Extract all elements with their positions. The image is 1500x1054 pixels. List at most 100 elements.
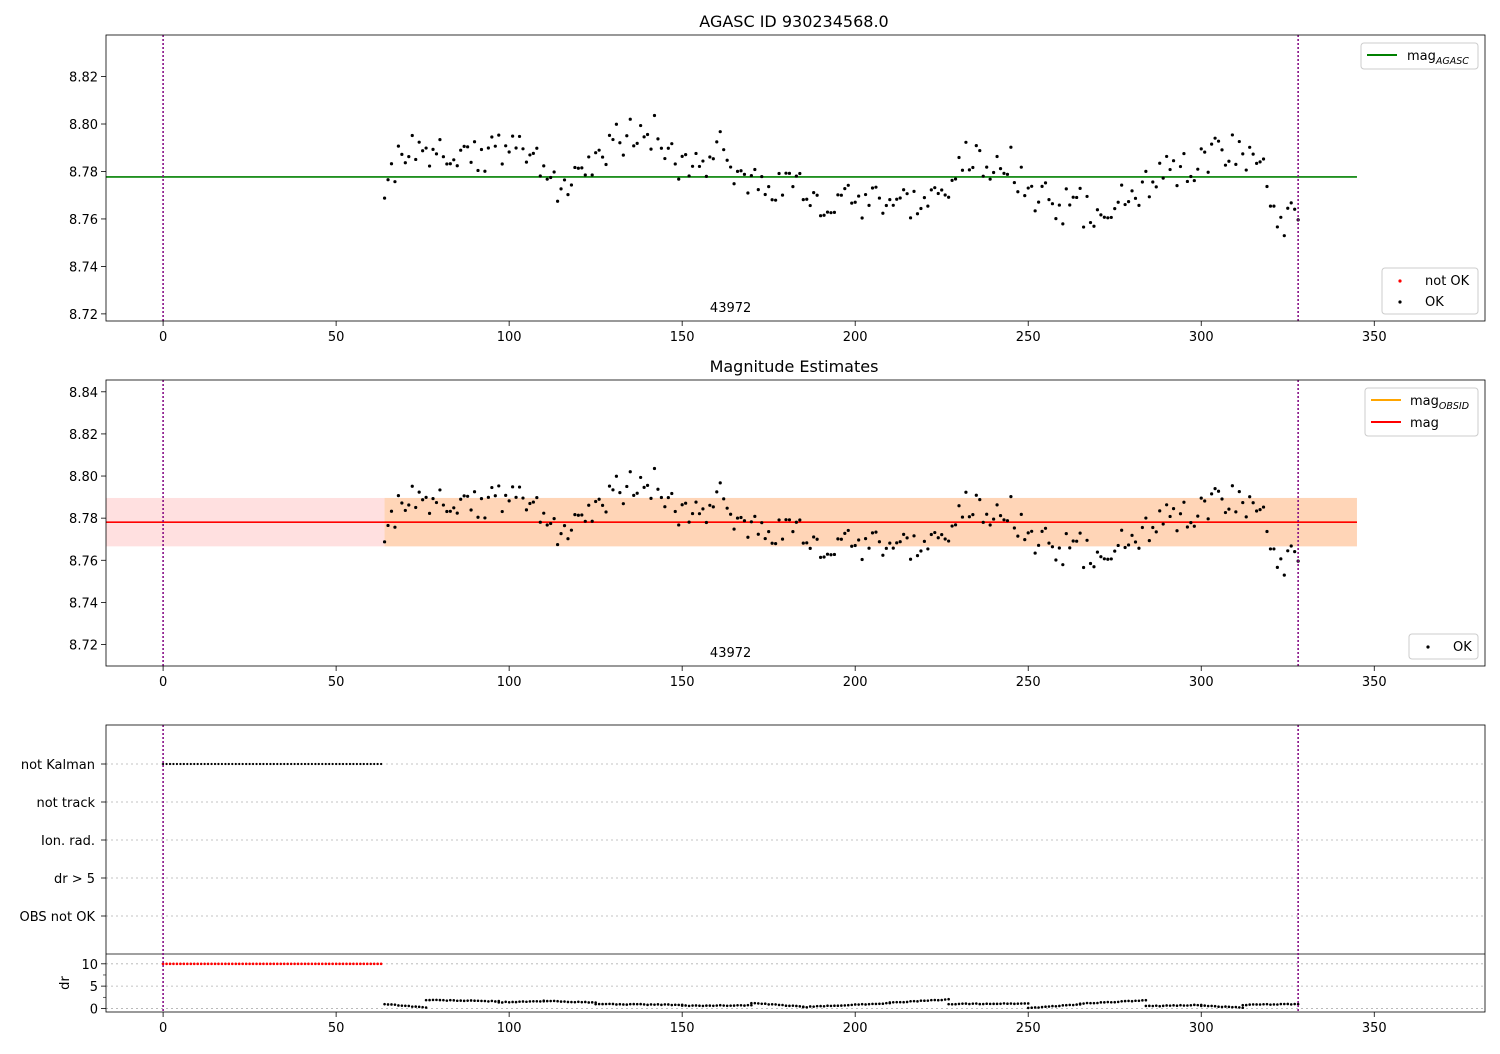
magnitude-point [998, 514, 1003, 518]
magnitude-point [452, 158, 456, 162]
magnitude-point [784, 171, 788, 175]
dr-y-tick-label: 0 [90, 1002, 98, 1017]
magnitude-point [497, 484, 501, 488]
dr-point-ok [885, 1001, 888, 1005]
magnitude-point [403, 161, 407, 165]
dr-point-ok [985, 1002, 988, 1005]
magnitude-point [974, 493, 978, 497]
magnitude-point [867, 203, 871, 207]
magnitude-point [576, 513, 580, 517]
dr-point-ok [590, 1001, 594, 1004]
magnitude-point [466, 494, 470, 498]
y-tick-label: 8.76 [69, 213, 98, 228]
dr-point-ok [601, 1002, 604, 1006]
dr-point-not-ok [352, 962, 355, 966]
dr-point-ok [1071, 1003, 1075, 1007]
x-tick-label: 300 [1189, 330, 1214, 345]
dr-point-ok [1144, 1004, 1148, 1008]
magnitude-point [1081, 565, 1086, 570]
dr-point-ok [1165, 1004, 1168, 1007]
panel-magnitude-legend-upper: magOBSID mag [1364, 387, 1479, 437]
dr-point-ok [604, 1002, 608, 1006]
dr-point-ok [708, 1004, 712, 1007]
dr-point-not-ok [172, 962, 175, 966]
magnitude-point [908, 216, 913, 220]
dr-point-ok [1269, 1003, 1272, 1006]
dr-point-ok [594, 1002, 597, 1006]
magnitude-point [396, 494, 401, 498]
magnitude-point [798, 518, 802, 522]
magnitude-point [635, 141, 639, 146]
magnitude-point [1189, 174, 1193, 179]
dr-point-ok [1033, 1006, 1037, 1009]
dr-point-not-ok [314, 962, 317, 966]
magnitude-point [673, 162, 677, 166]
magnitude-point [1109, 557, 1113, 561]
magnitude-point [1102, 557, 1106, 561]
magnitude-point [517, 485, 522, 489]
dr-point-ok [833, 1004, 836, 1008]
dr-point-ok [774, 1003, 777, 1006]
magnitude-point [476, 515, 480, 519]
dr-point-ok [995, 1002, 999, 1006]
magnitude-point [587, 503, 591, 507]
magnitude-point [988, 177, 992, 181]
magnitude-point [1144, 169, 1148, 173]
magnitude-point [1154, 185, 1158, 189]
magnitude-point [1182, 500, 1186, 504]
magnitude-point [1289, 201, 1293, 205]
flag-marker-not-kalman [161, 762, 165, 766]
magnitude-point [1147, 195, 1151, 199]
magnitude-point [1286, 549, 1290, 553]
magnitude-point [389, 509, 394, 513]
dr-point-ok [549, 999, 552, 1003]
flag-marker-not-kalman [175, 762, 179, 766]
magnitude-point [639, 475, 643, 480]
magnitude-point [1241, 152, 1245, 156]
magnitude-point [583, 173, 587, 177]
magnitude-point [774, 198, 778, 202]
dr-point-ok [701, 1004, 705, 1008]
magnitude-point [839, 193, 843, 197]
magnitude-point [760, 174, 764, 179]
dr-point-ok [445, 999, 449, 1002]
magnitude-point [729, 165, 733, 169]
dr-point-ok [1051, 1004, 1054, 1008]
magnitude-point [1023, 538, 1027, 542]
dr-point-ok [507, 1000, 511, 1004]
flag-marker-not-kalman [227, 762, 230, 766]
flag-marker-not-kalman [262, 762, 265, 766]
magnitude-point [549, 175, 553, 180]
magnitude-point [594, 151, 598, 155]
dr-point-not-ok [258, 962, 262, 966]
magnitude-point [1189, 521, 1193, 525]
magnitude-point [469, 160, 473, 164]
dr-point-ok [1058, 1004, 1061, 1008]
magnitude-point [1092, 565, 1096, 569]
dr-point-not-ok [265, 962, 269, 966]
magnitude-point [1216, 489, 1221, 493]
dr-point-ok [971, 1002, 975, 1005]
dr-point-ok [390, 1003, 393, 1006]
magnitude-point [867, 546, 871, 550]
dr-point-ok [1217, 1005, 1220, 1009]
magnitude-point [514, 495, 518, 499]
dr-point-ok [992, 1002, 995, 1006]
dr-point-ok [559, 1000, 563, 1003]
magnitude-point [964, 140, 968, 144]
dr-point-ok [1293, 1002, 1296, 1006]
flag-marker-not-kalman [200, 762, 203, 766]
magnitude-point [1064, 187, 1068, 191]
magnitude-point [521, 496, 525, 500]
dr-point-ok [930, 998, 933, 1002]
magnitude-point [521, 147, 525, 151]
dr-point-ok [438, 998, 442, 1002]
magnitude-point [860, 216, 864, 220]
flag-label-obs-not-ok: OBS not OK [20, 910, 96, 925]
magnitude-point [1005, 519, 1010, 523]
y-tick-label: 8.84 [69, 386, 98, 401]
dr-point-ok [431, 998, 435, 1002]
dr-point-ok [639, 1002, 642, 1006]
dr-point-ok [1092, 1001, 1096, 1005]
dr-point-ok [410, 1005, 414, 1008]
